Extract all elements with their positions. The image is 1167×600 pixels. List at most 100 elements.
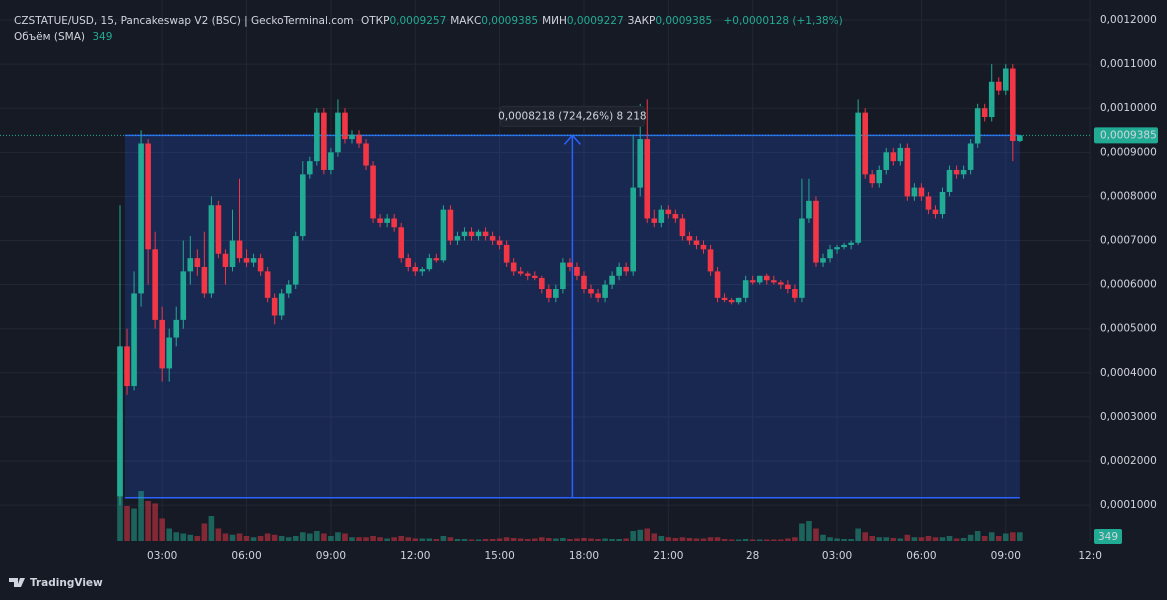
volume-bar	[904, 534, 911, 541]
candle-body	[988, 81, 995, 118]
volume-bar	[285, 537, 292, 541]
candle-body	[827, 249, 833, 259]
candle-body	[862, 112, 868, 175]
volume-bar	[1002, 533, 1009, 541]
header: CZSTATUE/USD, 15, Pancakeswap V2 (BSC) |…	[14, 15, 847, 27]
volume-bar	[440, 536, 447, 541]
volume-bar	[644, 528, 651, 541]
y-tick-label: 0,0002000	[1100, 455, 1157, 467]
candle-body	[264, 271, 271, 298]
y-tick-label: 0,0004000	[1100, 367, 1157, 379]
volume-bar	[918, 537, 925, 541]
volume-bar	[496, 538, 503, 541]
logo	[9, 578, 25, 587]
volume-bar	[370, 536, 376, 541]
symbol: CZSTATUE/USD, 15, Pancakeswap V2 (BSC) |…	[14, 15, 354, 27]
candle-body	[644, 139, 651, 219]
volume-bar	[778, 539, 784, 541]
volume-bar	[567, 539, 573, 541]
candle-body	[939, 192, 946, 215]
candle-body	[517, 271, 524, 274]
volume-bar	[960, 538, 967, 541]
x-tick-label: 09:00	[991, 550, 1021, 562]
volume-bar	[145, 501, 151, 541]
volume-bar	[328, 536, 334, 541]
candle-body	[489, 236, 496, 241]
volume-bar	[651, 533, 658, 541]
candle-body	[813, 200, 819, 263]
candle-body	[321, 112, 327, 170]
volume-bar	[363, 537, 369, 541]
volume-bar	[728, 539, 735, 541]
x-tick-label: 03:00	[822, 550, 852, 562]
candle-body	[187, 258, 194, 272]
candle-body	[1002, 68, 1009, 91]
volume-bar	[925, 536, 932, 541]
volume-bar	[1010, 532, 1016, 541]
volume-bar	[862, 532, 868, 541]
candle-body	[981, 108, 988, 118]
candle-body	[700, 244, 707, 250]
volume-badge	[1094, 529, 1122, 544]
candle-body	[412, 266, 419, 272]
candle-body	[370, 165, 376, 219]
volume-bar	[792, 537, 798, 541]
candle-body	[820, 258, 826, 263]
volume-bar	[314, 531, 320, 541]
candle-body	[778, 282, 784, 285]
y-tick-label: 0,0005000	[1100, 323, 1157, 335]
candle-body	[616, 266, 622, 276]
candle-body	[292, 236, 299, 285]
candle-body	[785, 284, 791, 290]
candle-body	[883, 152, 890, 170]
ohlc-legend: ОТКР0,0009257 МАКС0,0009385 МИН0,0009227 ЗА…	[361, 15, 716, 27]
candle-body	[145, 143, 151, 250]
candle-body	[742, 280, 749, 298]
candle-body	[609, 275, 615, 285]
candle-body	[356, 134, 362, 144]
y-tick-label: 0,0012000	[1100, 14, 1157, 26]
x-tick-label: 28	[746, 550, 759, 562]
volume-bar	[208, 516, 215, 541]
change: +0,0000128 (+1,38%)	[723, 15, 843, 27]
candle-body	[271, 297, 278, 316]
volume-bar	[201, 523, 208, 541]
volume-bar	[356, 537, 362, 541]
measure-label-box	[499, 105, 645, 127]
ohlc-value: 0,0009385	[481, 15, 539, 27]
candle-body	[433, 258, 440, 261]
volume-bar	[672, 538, 679, 541]
volume-bar	[890, 538, 897, 541]
y-tick-label: 0,0011000	[1100, 58, 1157, 70]
ohlc-value: 0,0009385	[655, 15, 713, 27]
volume-bar	[321, 533, 327, 541]
volume-bar	[250, 537, 257, 541]
candle-body	[299, 174, 306, 237]
volume-bar	[187, 534, 194, 541]
candle-body	[672, 214, 679, 219]
candle-body	[876, 169, 883, 184]
volume-bar	[257, 536, 264, 541]
candle-body	[124, 346, 130, 387]
volume-bar	[138, 491, 144, 541]
candle-body	[770, 280, 777, 283]
volume-bar	[820, 534, 826, 541]
volume-bar	[813, 528, 819, 541]
volume-bar	[602, 538, 608, 541]
volume-bar	[714, 537, 721, 541]
volume-bar	[623, 538, 629, 541]
volume-bar	[152, 503, 158, 541]
volume-bar	[426, 538, 433, 541]
volume-bar	[524, 539, 531, 541]
volume-bar	[855, 528, 861, 541]
volume-bar	[475, 539, 482, 541]
volume-bar	[693, 538, 700, 541]
volume-bar	[988, 532, 995, 541]
volume-bar	[974, 531, 981, 541]
candle-body	[756, 275, 763, 283]
candle-body	[461, 231, 468, 237]
x-tick-label: 03:00	[147, 550, 177, 562]
candle-body	[546, 289, 552, 298]
candle-body	[665, 209, 672, 215]
candle-body	[567, 262, 573, 267]
